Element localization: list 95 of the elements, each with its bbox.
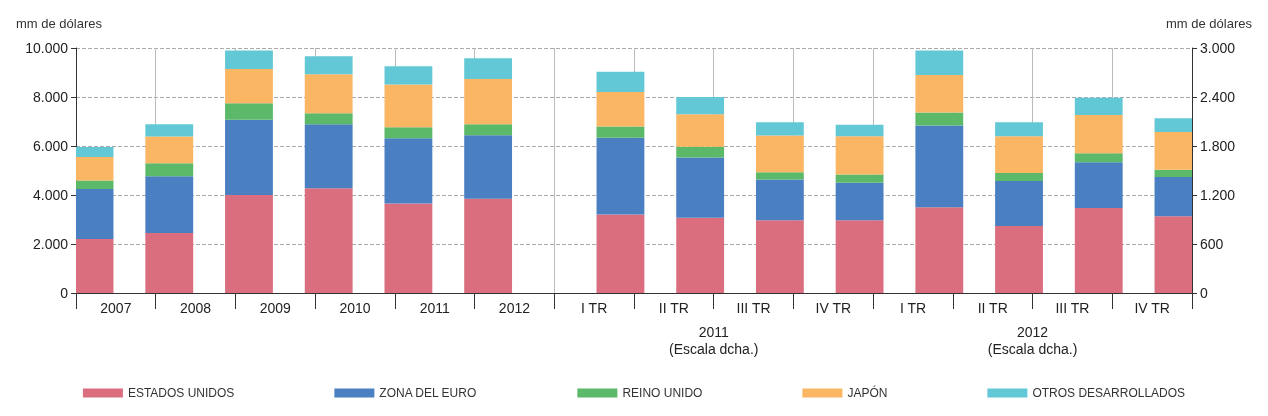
bar <box>835 124 884 137</box>
bar <box>915 74 964 113</box>
x-tick-label: 2010 <box>339 300 371 316</box>
bar <box>464 79 513 125</box>
bar <box>145 124 194 137</box>
bar <box>464 135 513 199</box>
text: 2012 (Escala dcha.) <box>987 323 1078 357</box>
bar <box>596 71 645 93</box>
y2-tick-label: 3.000 <box>1200 40 1236 56</box>
legend-label: JAPÓN <box>847 385 888 400</box>
y-axis-title: mm de dólares <box>16 16 103 31</box>
x-tick-label: 2007 <box>100 300 132 316</box>
x-tick-label: 2008 <box>179 300 212 316</box>
y2-tick-label: 1.200 <box>1200 187 1236 203</box>
bar <box>915 125 964 208</box>
y-tick-label: 10.000 <box>25 40 69 56</box>
text: 2011 (Escala dcha.) <box>668 323 759 357</box>
bar <box>145 163 194 177</box>
bar <box>225 103 273 120</box>
bar <box>464 198 513 293</box>
bar <box>1074 153 1123 163</box>
bar <box>596 137 645 215</box>
y-tick-label: 6.000 <box>32 138 69 154</box>
bar <box>755 135 804 173</box>
legend-label: REINO UNIDO <box>622 386 703 400</box>
y2-tick-label: 1.800 <box>1200 138 1236 154</box>
bar <box>1074 208 1123 293</box>
x-tick-label: IV TR <box>1134 300 1170 316</box>
bar <box>676 114 725 147</box>
bar <box>225 69 273 104</box>
legend-label: ZONA DEL EURO <box>379 386 477 400</box>
bar <box>384 66 433 85</box>
bar <box>145 232 194 293</box>
bar <box>755 172 804 180</box>
x-tick-label: II TR <box>977 300 1008 316</box>
bar <box>1074 162 1123 209</box>
bar <box>304 56 353 75</box>
bar <box>995 172 1043 182</box>
bar <box>755 220 804 293</box>
bar <box>384 203 433 293</box>
bar <box>384 84 433 128</box>
bar <box>915 207 964 293</box>
legend-label: ESTADOS UNIDOS <box>127 386 235 400</box>
y-tick-label: 2.000 <box>32 236 69 252</box>
bar <box>596 126 645 138</box>
bar <box>145 176 194 233</box>
x-tick-label: III TR <box>736 300 771 316</box>
bar <box>995 122 1043 137</box>
bar <box>835 174 884 183</box>
bar <box>755 122 804 136</box>
bar <box>596 214 645 293</box>
x-tick-label: II TR <box>658 300 689 316</box>
x-tick-label: 2011 <box>419 300 450 316</box>
bar <box>995 226 1043 293</box>
x-tick-label: I TR <box>899 300 927 316</box>
bar <box>225 119 273 195</box>
x-tick-label: 2009 <box>259 300 292 316</box>
y2-tick-label: 600 <box>1200 236 1224 252</box>
bar <box>225 50 273 70</box>
bar <box>995 181 1043 227</box>
bar <box>304 113 353 125</box>
bar <box>596 92 645 127</box>
x-tick-label: IV TR <box>815 300 852 316</box>
bar <box>676 146 725 158</box>
bar <box>1074 114 1123 154</box>
y-tick-label: 4.000 <box>32 187 69 203</box>
bar <box>755 179 804 221</box>
bar <box>676 97 725 115</box>
bar <box>676 157 725 218</box>
bar <box>464 58 513 80</box>
bar <box>384 127 433 139</box>
bar <box>384 138 433 204</box>
y2-tick-label: 2.400 <box>1200 89 1236 105</box>
bar <box>304 188 353 293</box>
bar <box>225 195 273 293</box>
x-tick-label: 2012 <box>498 300 531 316</box>
x-tick-label: I TR <box>581 300 608 316</box>
y-tick-label: 8.000 <box>32 89 69 105</box>
y-tick-label: 0 <box>60 285 69 301</box>
bar <box>145 136 194 164</box>
bar <box>304 74 353 114</box>
bar <box>676 217 725 293</box>
bar <box>835 220 884 293</box>
bar <box>995 136 1043 173</box>
x-tick-label: III TR <box>1055 300 1090 316</box>
bar <box>1074 97 1123 115</box>
bar <box>464 124 513 136</box>
bar <box>915 50 964 75</box>
y2-axis-title: mm de dólares <box>1166 16 1253 31</box>
bar <box>835 182 884 221</box>
legend-label: OTROS DESARROLLADOS <box>1032 386 1186 400</box>
y2-tick-label: 0 <box>1200 285 1208 301</box>
bar <box>915 112 964 126</box>
bar <box>304 124 353 189</box>
bar <box>835 136 884 175</box>
